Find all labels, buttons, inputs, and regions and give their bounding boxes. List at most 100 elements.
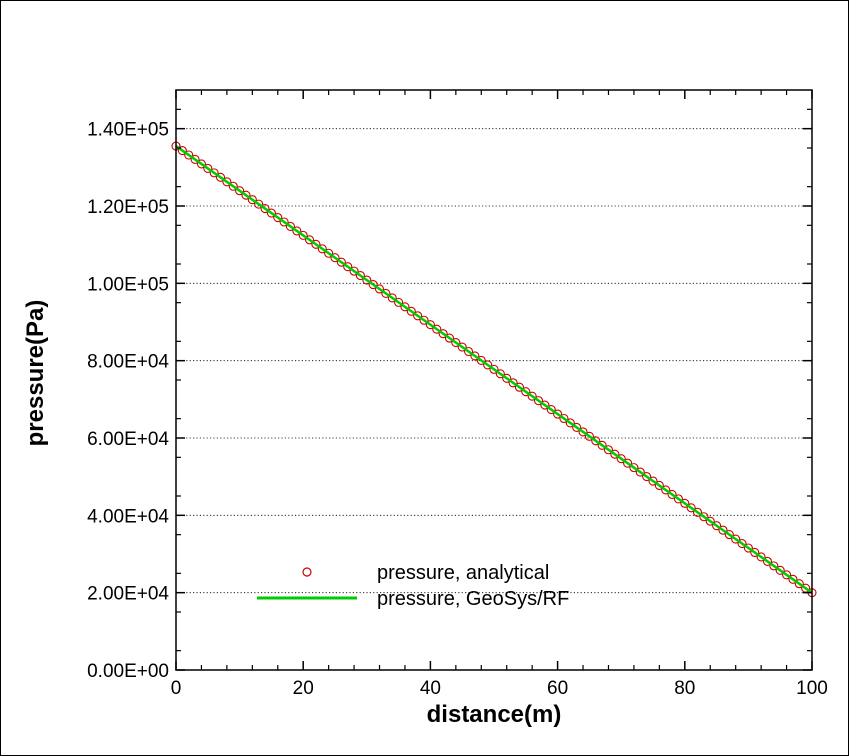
analytical-point bbox=[394, 297, 404, 307]
analytical-point bbox=[419, 315, 429, 325]
analytical-point bbox=[572, 422, 582, 432]
analytical-point bbox=[514, 382, 524, 392]
analytical-point bbox=[591, 436, 601, 446]
analytical-point bbox=[654, 480, 664, 491]
analytical-point bbox=[610, 449, 620, 459]
analytical-point bbox=[285, 221, 296, 232]
analytical-point bbox=[502, 373, 512, 383]
analytical-point bbox=[368, 279, 378, 290]
series-layer bbox=[171, 141, 817, 598]
analytical-point bbox=[603, 445, 614, 455]
analytical-point bbox=[247, 195, 257, 205]
y-tick-label: 2.00E+04 bbox=[87, 584, 169, 605]
x-tick-label: 80 bbox=[674, 678, 695, 699]
analytical-point bbox=[228, 181, 238, 191]
analytical-point bbox=[540, 400, 550, 410]
analytical-point bbox=[489, 364, 499, 374]
analytical-point bbox=[349, 266, 359, 276]
analytical-point bbox=[680, 498, 690, 508]
analytical-point bbox=[444, 333, 455, 343]
analytical-point bbox=[661, 485, 671, 495]
analytical-point bbox=[673, 494, 683, 504]
analytical-point bbox=[597, 440, 607, 450]
analytical-point bbox=[565, 418, 575, 428]
analytical-point bbox=[305, 235, 315, 245]
y-tick-label: 0.00E+00 bbox=[87, 661, 169, 682]
analytical-point bbox=[743, 543, 753, 553]
analytical-point bbox=[705, 516, 715, 526]
analytical-point bbox=[737, 538, 747, 549]
x-tick-label: 100 bbox=[796, 678, 828, 699]
analytical-point bbox=[495, 369, 505, 379]
analytical-point bbox=[667, 489, 677, 499]
analytical-point bbox=[343, 262, 353, 272]
analytical-point bbox=[648, 476, 658, 486]
label-layer: 0.00E+00 2.00E+04 4.00E+04 6.00E+04 8.00E+04… bbox=[87, 120, 828, 699]
analytical-point bbox=[616, 454, 626, 464]
analytical-point bbox=[629, 463, 639, 473]
analytical-point bbox=[508, 378, 518, 388]
analytical-point bbox=[451, 338, 461, 348]
analytical-point bbox=[362, 275, 372, 285]
analytical-point bbox=[381, 288, 391, 298]
x-tick-label: 60 bbox=[547, 678, 568, 699]
analytical-point bbox=[712, 521, 722, 531]
analytical-point bbox=[209, 168, 219, 178]
analytical-point bbox=[769, 561, 779, 571]
analytical-point bbox=[298, 230, 308, 240]
legend-label-geosys: pressure, GeoSys/RF bbox=[377, 588, 569, 610]
analytical-point bbox=[400, 302, 410, 312]
analytical-point bbox=[699, 512, 709, 522]
tick-layer bbox=[175, 90, 813, 671]
analytical-point bbox=[476, 355, 486, 365]
analytical-point bbox=[336, 257, 346, 267]
analytical-point bbox=[521, 387, 531, 397]
x-tick-label: 40 bbox=[420, 678, 441, 699]
legend-label-analytical: pressure, analytical bbox=[377, 562, 549, 584]
analytical-point bbox=[177, 145, 187, 156]
analytical-point bbox=[190, 154, 200, 165]
analytical-point bbox=[750, 547, 760, 558]
analytical-point bbox=[260, 204, 270, 214]
analytical-point bbox=[546, 405, 556, 415]
analytical-point bbox=[432, 324, 442, 334]
analytical-point bbox=[578, 427, 588, 437]
analytical-point bbox=[724, 530, 734, 540]
analytical-point bbox=[692, 507, 703, 517]
analytical-point bbox=[686, 503, 696, 513]
analytical-point bbox=[559, 413, 569, 424]
analytical-point bbox=[330, 253, 340, 263]
analytical-point bbox=[273, 212, 283, 223]
legend: pressure, analytical pressure, GeoSys/RF bbox=[257, 562, 569, 610]
grid-layer bbox=[176, 128, 812, 594]
analytical-point bbox=[731, 534, 741, 544]
y-axis-title: pressure(Pa) bbox=[22, 300, 49, 447]
x-axis-title: distance(m) bbox=[427, 701, 562, 728]
geosys-series-line bbox=[175, 145, 813, 594]
analytical-point bbox=[483, 360, 493, 370]
analytical-point bbox=[324, 248, 334, 258]
analytical-point bbox=[553, 409, 563, 419]
y-tick-label: 1.00E+05 bbox=[87, 274, 169, 295]
analytical-point bbox=[584, 431, 594, 441]
analytical-point bbox=[215, 172, 226, 182]
analytical-point bbox=[527, 391, 537, 401]
analytical-point bbox=[762, 556, 773, 566]
analytical-point bbox=[470, 351, 480, 361]
analytical-point bbox=[235, 186, 245, 196]
analytical-point bbox=[775, 565, 785, 575]
analytical-point bbox=[623, 458, 633, 468]
analytical-point bbox=[413, 311, 423, 321]
analytical-point bbox=[438, 329, 448, 339]
analytical-point bbox=[635, 467, 645, 477]
analytical-point bbox=[254, 199, 264, 209]
analytical-point bbox=[533, 396, 544, 406]
analytical-point bbox=[279, 217, 289, 227]
y-tick-label: 1.40E+05 bbox=[87, 120, 169, 141]
analytical-point bbox=[642, 472, 652, 482]
analytical-point bbox=[266, 208, 276, 218]
analytical-point bbox=[457, 342, 467, 352]
legend-marker-analytical bbox=[302, 567, 312, 577]
analytical-point bbox=[222, 177, 232, 187]
